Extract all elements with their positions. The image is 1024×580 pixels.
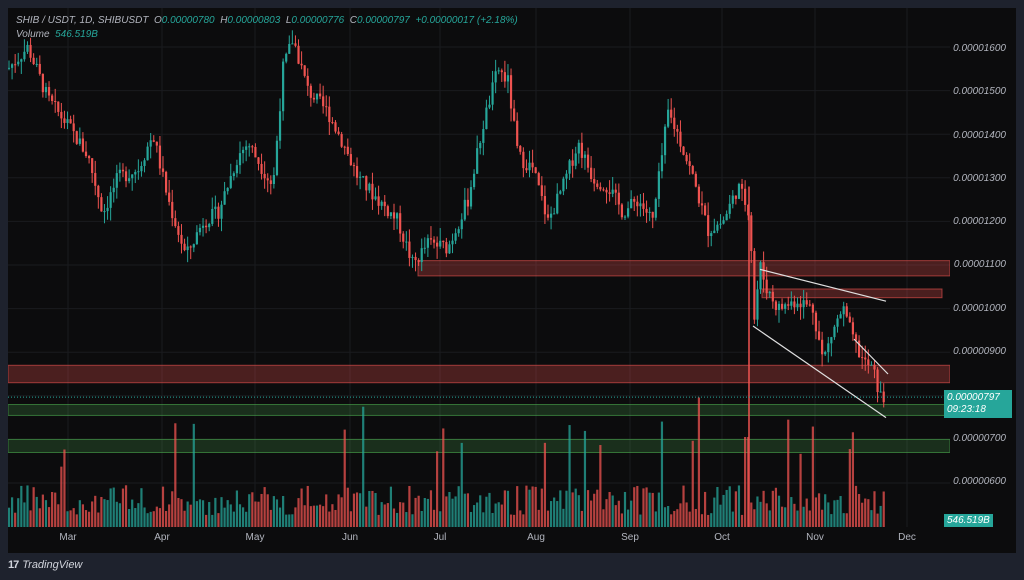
- symbol-label[interactable]: SHIB / USDT, 1D, SHIBUSDT: [16, 15, 149, 26]
- time-tick: Apr: [154, 532, 170, 543]
- tv-logo-icon: 17: [8, 559, 19, 571]
- price-tick: 0.00000900: [953, 346, 1006, 357]
- open-value: 0.00000780: [161, 15, 215, 26]
- close-value: 0.00000797: [357, 15, 410, 26]
- time-tick: Mar: [59, 532, 77, 543]
- ohlc-line: SHIB / USDT, 1D, SHIBUSDT O0.00000780 H0…: [16, 15, 518, 26]
- last-price-tag: 0.00000797 09:23:18: [944, 390, 1012, 418]
- time-tick: Dec: [898, 532, 916, 543]
- price-tick: 0.00001000: [953, 303, 1006, 314]
- time-tick: Nov: [806, 532, 824, 543]
- price-tick: 0.00001400: [953, 130, 1006, 141]
- low-value: 0.00000776: [291, 15, 345, 26]
- price-tick: 0.00000700: [953, 433, 1006, 444]
- chart-legend: SHIB / USDT, 1D, SHIBUSDT O0.00000780 H0…: [16, 14, 518, 42]
- price-tick: 0.00000600: [953, 476, 1006, 487]
- change-value: +0.00000017 (+2.18%): [415, 15, 518, 26]
- volume-line: Volume 546.519B: [16, 28, 518, 42]
- time-tick: Aug: [527, 532, 545, 543]
- price-tick: 0.00001200: [953, 216, 1006, 227]
- bar-countdown: 09:23:18: [947, 404, 986, 415]
- time-tick: Oct: [714, 532, 730, 543]
- tradingview-logo[interactable]: 17 TradingView: [8, 559, 82, 571]
- price-tick: 0.00001100: [953, 259, 1006, 270]
- price-tick: 0.00001500: [953, 86, 1006, 97]
- branding-label: TradingView: [22, 559, 83, 571]
- volume-label[interactable]: Volume: [16, 29, 50, 40]
- price-tick: 0.00001600: [953, 43, 1006, 54]
- high-value: 0.00000803: [227, 15, 281, 26]
- time-tick: Sep: [621, 532, 639, 543]
- price-chart[interactable]: [8, 8, 1016, 553]
- last-price: 0.00000797: [947, 392, 1000, 403]
- price-tick: 0.00001300: [953, 173, 1006, 184]
- time-tick: Jun: [341, 532, 359, 543]
- volume-tag: 546.519B: [944, 514, 993, 527]
- time-tick: May: [245, 532, 265, 543]
- volume-value: 546.519B: [55, 29, 98, 40]
- time-axis[interactable]: [8, 527, 950, 553]
- time-tick: Jul: [433, 532, 447, 543]
- chart-frame[interactable]: SHIB / USDT, 1D, SHIBUSDT O0.00000780 H0…: [8, 8, 1016, 553]
